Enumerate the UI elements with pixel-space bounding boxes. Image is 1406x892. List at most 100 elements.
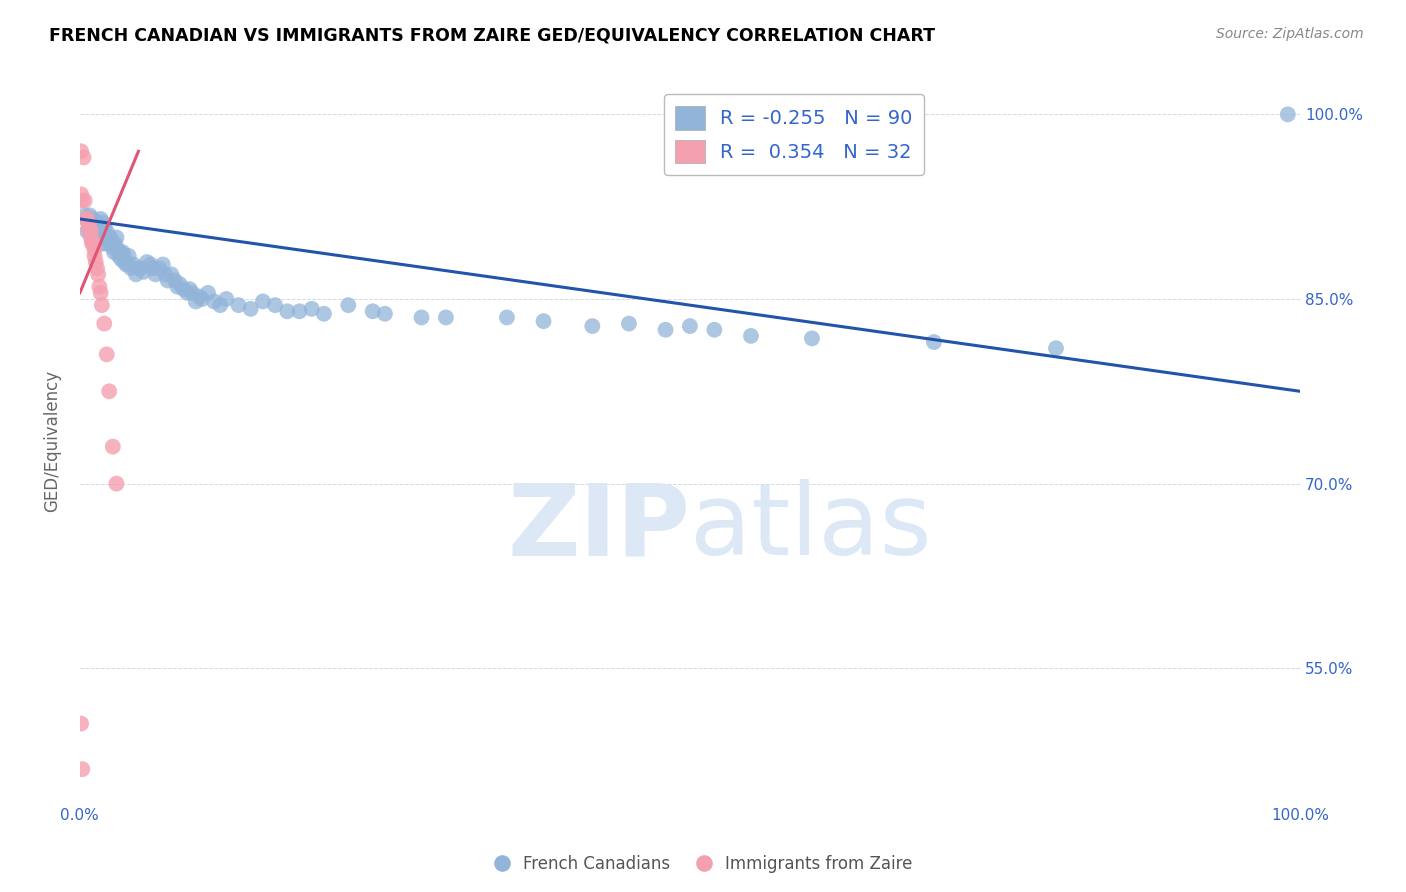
Point <box>197 285 219 300</box>
Point <box>87 224 110 238</box>
Point <box>152 258 174 272</box>
Point <box>496 310 519 325</box>
Point <box>105 230 128 244</box>
Point <box>90 285 112 300</box>
Point <box>103 245 125 260</box>
Point <box>337 298 360 312</box>
Point <box>228 298 250 312</box>
Point <box>93 317 115 331</box>
Point <box>156 273 179 287</box>
Point <box>89 279 111 293</box>
Point <box>97 233 120 247</box>
Point <box>654 323 676 337</box>
Point <box>252 294 274 309</box>
Point <box>122 258 145 272</box>
Point <box>112 249 135 263</box>
Point <box>70 145 93 159</box>
Point <box>105 476 128 491</box>
Point <box>129 261 152 276</box>
Point <box>179 282 201 296</box>
Point <box>740 329 762 343</box>
Y-axis label: GED/Equivalency: GED/Equivalency <box>44 369 60 512</box>
Point <box>101 240 124 254</box>
Point <box>100 236 122 251</box>
Point <box>89 218 111 232</box>
Point <box>800 331 823 345</box>
Point <box>90 236 112 251</box>
Point <box>98 230 121 244</box>
Point <box>84 224 107 238</box>
Point <box>77 216 100 230</box>
Point <box>107 243 129 257</box>
Legend: French Canadians, Immigrants from Zaire: French Canadians, Immigrants from Zaire <box>486 848 920 880</box>
Point <box>374 307 396 321</box>
Point <box>276 304 298 318</box>
Point <box>75 211 97 226</box>
Point <box>104 236 127 251</box>
Point <box>142 261 165 276</box>
Point <box>181 285 204 300</box>
Point <box>86 261 108 276</box>
Point <box>86 216 108 230</box>
Point <box>108 249 131 263</box>
Point <box>188 289 211 303</box>
Point <box>101 440 124 454</box>
Point <box>155 268 177 282</box>
Point <box>139 258 162 272</box>
Point <box>173 282 195 296</box>
Point <box>114 255 136 269</box>
Point <box>148 261 170 276</box>
Point <box>100 230 122 244</box>
Point <box>922 334 945 349</box>
Point <box>617 317 640 331</box>
Point <box>79 220 101 235</box>
Point <box>87 218 110 232</box>
Text: FRENCH CANADIAN VS IMMIGRANTS FROM ZAIRE GED/EQUIVALENCY CORRELATION CHART: FRENCH CANADIAN VS IMMIGRANTS FROM ZAIRE… <box>49 27 935 45</box>
Point <box>209 298 232 312</box>
Point <box>72 194 94 208</box>
Point <box>70 187 93 202</box>
Point <box>84 255 107 269</box>
Point <box>581 319 603 334</box>
Point <box>301 301 323 316</box>
Point <box>132 265 155 279</box>
Point <box>703 323 725 337</box>
Point <box>288 304 311 318</box>
Point <box>79 208 101 222</box>
Point <box>312 307 335 321</box>
Point <box>166 279 188 293</box>
Point <box>176 285 198 300</box>
Point <box>80 218 103 232</box>
Point <box>83 243 105 257</box>
Point <box>80 216 103 230</box>
Point <box>120 261 142 276</box>
Text: Source: ZipAtlas.com: Source: ZipAtlas.com <box>1216 27 1364 41</box>
Point <box>70 716 93 731</box>
Point <box>90 211 112 226</box>
Point <box>239 301 262 316</box>
Point <box>75 211 97 226</box>
Point <box>79 224 101 238</box>
Point <box>82 236 104 251</box>
Legend: R = -0.255   N = 90, R =  0.354   N = 32: R = -0.255 N = 90, R = 0.354 N = 32 <box>664 95 924 175</box>
Point <box>93 220 115 235</box>
Point <box>127 261 149 276</box>
Point <box>361 304 384 318</box>
Point <box>96 224 118 238</box>
Point <box>91 216 114 230</box>
Point <box>163 273 186 287</box>
Point <box>73 194 96 208</box>
Point <box>77 220 100 235</box>
Point <box>90 224 112 238</box>
Point <box>82 211 104 226</box>
Point <box>72 151 94 165</box>
Point <box>72 762 94 776</box>
Point <box>1045 341 1067 355</box>
Point <box>169 277 191 292</box>
Point <box>215 292 238 306</box>
Point <box>115 258 138 272</box>
Point <box>83 249 105 263</box>
Point <box>80 224 103 238</box>
Point <box>80 230 103 244</box>
Point <box>83 218 105 232</box>
